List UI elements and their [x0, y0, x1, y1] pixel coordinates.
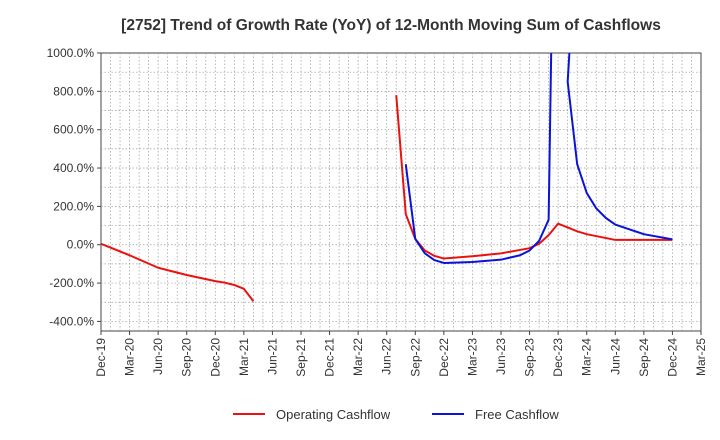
x-axis-ticks: Dec-19 Mar-20 Jun-20 Sep-20 Dec-20 Mar-21 Jun-… [94, 331, 708, 377]
x-tick-label: Mar-22 [351, 338, 365, 376]
x-tick-label: Mar-25 [694, 338, 708, 376]
legend: Operating Cashflow Free Cashflow [233, 407, 559, 422]
series-lines [101, 53, 673, 302]
x-tick-label: Jun-20 [151, 338, 165, 375]
grid-lines [101, 53, 701, 331]
x-tick-label: Dec-19 [94, 338, 108, 377]
plot-area [100, 52, 702, 332]
y-tick-label: -200.0% [49, 276, 94, 290]
y-tick-label: 0.0% [67, 238, 95, 252]
x-tick-label: Sep-22 [408, 338, 422, 377]
x-tick-label: Sep-24 [637, 338, 651, 377]
x-tick-label: Mar-24 [580, 338, 594, 376]
legend-label-free-cashflow: Free Cashflow [475, 407, 559, 422]
x-tick-label: Dec-22 [437, 338, 451, 377]
y-tick-label: 1000.0% [47, 46, 95, 60]
x-tick-label: Mar-21 [237, 338, 251, 376]
x-tick-label: Sep-21 [294, 338, 308, 377]
y-tick-label: 600.0% [53, 123, 94, 137]
y-tick-label: 800.0% [53, 84, 94, 98]
x-tick-label: Sep-23 [523, 338, 537, 377]
x-tick-label: Jun-23 [494, 338, 508, 375]
x-tick-label: Dec-24 [665, 338, 679, 377]
x-tick-label: Dec-20 [208, 338, 222, 377]
y-tick-label: 200.0% [53, 199, 94, 213]
legend-label-operating-cashflow: Operating Cashflow [276, 407, 391, 422]
x-tick-label: Dec-21 [323, 338, 337, 377]
x-tick-label: Dec-23 [551, 338, 565, 377]
y-tick-label: 400.0% [53, 161, 94, 175]
series-line-operating-cashflow [101, 242, 255, 302]
y-tick-label: -400.0% [49, 314, 94, 328]
y-axis-ticks: 1000.0% 800.0% 600.0% 400.0% 200.0% 0.0% -200.… [47, 46, 101, 328]
x-tick-label: Jun-24 [608, 338, 622, 375]
series-line-free-cashflow [404, 53, 673, 264]
x-tick-label: Sep-20 [180, 338, 194, 377]
chart-title: [2752] Trend of Growth Rate (YoY) of 12-… [121, 17, 661, 34]
x-tick-label: Jun-22 [380, 338, 394, 375]
x-tick-label: Mar-23 [465, 338, 479, 376]
x-tick-label: Jun-21 [265, 338, 279, 375]
x-tick-label: Mar-20 [123, 338, 137, 376]
